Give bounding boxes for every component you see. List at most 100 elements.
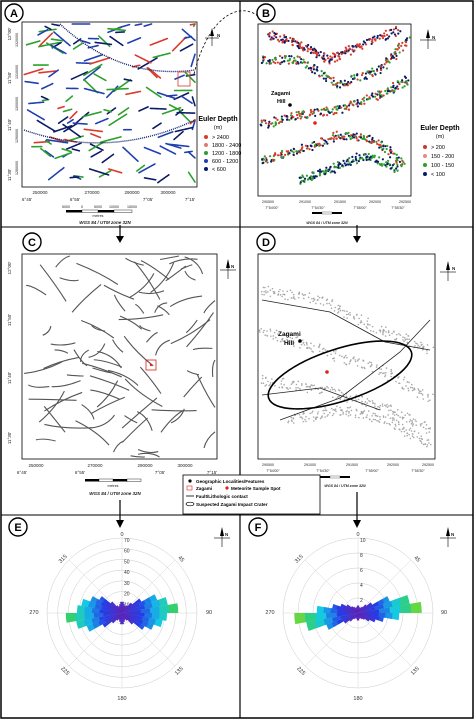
euler-dot <box>349 53 353 56</box>
trace-dot <box>408 338 411 341</box>
trace-dot <box>310 348 312 350</box>
panel-c: C 250000 270000 290000 300000 6°45' 6°55… <box>7 232 236 496</box>
trace-dot <box>331 386 333 389</box>
euler-dot <box>300 41 303 44</box>
euler-dot <box>345 138 348 141</box>
euler-dot <box>358 45 361 49</box>
trace-dot <box>285 387 288 389</box>
f-rose-petal <box>358 610 364 613</box>
panel-c-map-frame <box>21 253 218 460</box>
trace-dot <box>377 420 380 422</box>
trace-dot <box>390 375 392 378</box>
lineament <box>133 261 161 300</box>
euler-dot <box>385 61 388 64</box>
euler-cluster <box>94 41 113 46</box>
trace-dot <box>331 414 334 417</box>
euler-dot <box>388 156 392 159</box>
trace-dot <box>354 416 357 419</box>
trace-dot <box>349 314 351 316</box>
euler-dot <box>343 79 346 82</box>
trace-dot <box>287 420 290 422</box>
euler-dot <box>309 144 312 147</box>
panel-a-x-ticks: 250000 270000 290000 300000 6°45' 6°55' … <box>22 190 195 202</box>
euler-dot <box>401 41 404 44</box>
euler-dot <box>400 157 403 160</box>
trace-dot <box>341 410 343 412</box>
e-rose-petal <box>121 613 122 615</box>
a-legend-unit: (m) <box>214 125 222 131</box>
euler-dot <box>321 74 324 77</box>
f-rose-petal <box>358 611 359 613</box>
trace-dot <box>370 361 373 364</box>
euler-dot <box>360 73 364 77</box>
euler-dot <box>347 45 350 48</box>
d-impact-crater-ellipse <box>267 340 413 410</box>
e-rose-petal <box>122 613 130 615</box>
euler-cluster <box>171 36 188 52</box>
euler-cluster <box>94 117 109 125</box>
euler-dot <box>375 140 378 143</box>
euler-dot <box>374 92 377 95</box>
euler-dot <box>349 100 352 103</box>
lineament <box>150 262 175 294</box>
trace-dot <box>398 333 400 335</box>
f-rose-petal <box>358 613 360 615</box>
d-x-tick-3: 291500 <box>346 463 358 467</box>
trace-dot <box>392 330 395 333</box>
trace-dot <box>306 391 309 394</box>
euler-dot <box>365 140 368 143</box>
e-dir-180: 180 <box>117 696 126 702</box>
euler-dot <box>301 46 304 49</box>
trace-dot <box>348 407 350 409</box>
euler-cluster <box>53 31 72 47</box>
euler-dot <box>325 166 328 169</box>
b-x-tick-3: 291500 <box>334 200 346 204</box>
c-lat-tick-4: 11°30' <box>7 432 12 444</box>
euler-dot <box>351 77 354 81</box>
euler-dot <box>324 77 328 80</box>
trace-dot <box>390 409 392 411</box>
trace-dot <box>333 409 336 411</box>
lineament <box>96 380 119 408</box>
trace-dot <box>421 438 424 441</box>
lineament <box>184 256 204 275</box>
panel-a-legend: Euler Depth (m) > 2400 1800 - 2400 1200 … <box>198 116 241 173</box>
euler-dot <box>371 67 374 70</box>
euler-dot <box>374 95 377 98</box>
euler-cluster <box>122 146 139 162</box>
trace-dot <box>290 297 293 299</box>
trace-dot <box>277 333 279 335</box>
trace-dot <box>295 389 297 391</box>
panel-d-north-arrow: N <box>440 261 456 281</box>
euler-dot <box>332 162 335 165</box>
trace-dot <box>346 317 348 319</box>
euler-dot <box>312 172 315 175</box>
lineament <box>160 410 184 433</box>
euler-dot <box>271 58 274 62</box>
euler-dot <box>386 92 389 95</box>
euler-dot <box>393 170 396 174</box>
trace-dot <box>407 387 410 390</box>
trace-dot <box>315 302 317 305</box>
euler-dot <box>388 163 391 166</box>
euler-dot <box>328 60 331 63</box>
euler-dot <box>299 46 303 50</box>
trace-dot <box>381 405 384 407</box>
euler-dot <box>360 156 364 160</box>
trace-dot <box>404 414 406 416</box>
trace-dot <box>405 429 408 431</box>
trace-dot <box>406 412 409 415</box>
euler-dot <box>341 83 345 86</box>
euler-cluster <box>165 142 182 149</box>
trace-dot <box>343 356 345 359</box>
euler-dot <box>367 152 370 156</box>
euler-dot <box>361 47 364 50</box>
euler-dot <box>394 167 398 170</box>
euler-dot <box>321 57 324 60</box>
trace-dot <box>388 405 390 407</box>
euler-cluster <box>149 37 169 46</box>
d-x-tick-4: 292000 <box>387 463 399 467</box>
trace-dot <box>413 340 416 343</box>
euler-dot <box>389 151 393 154</box>
trace-dot <box>264 385 266 387</box>
